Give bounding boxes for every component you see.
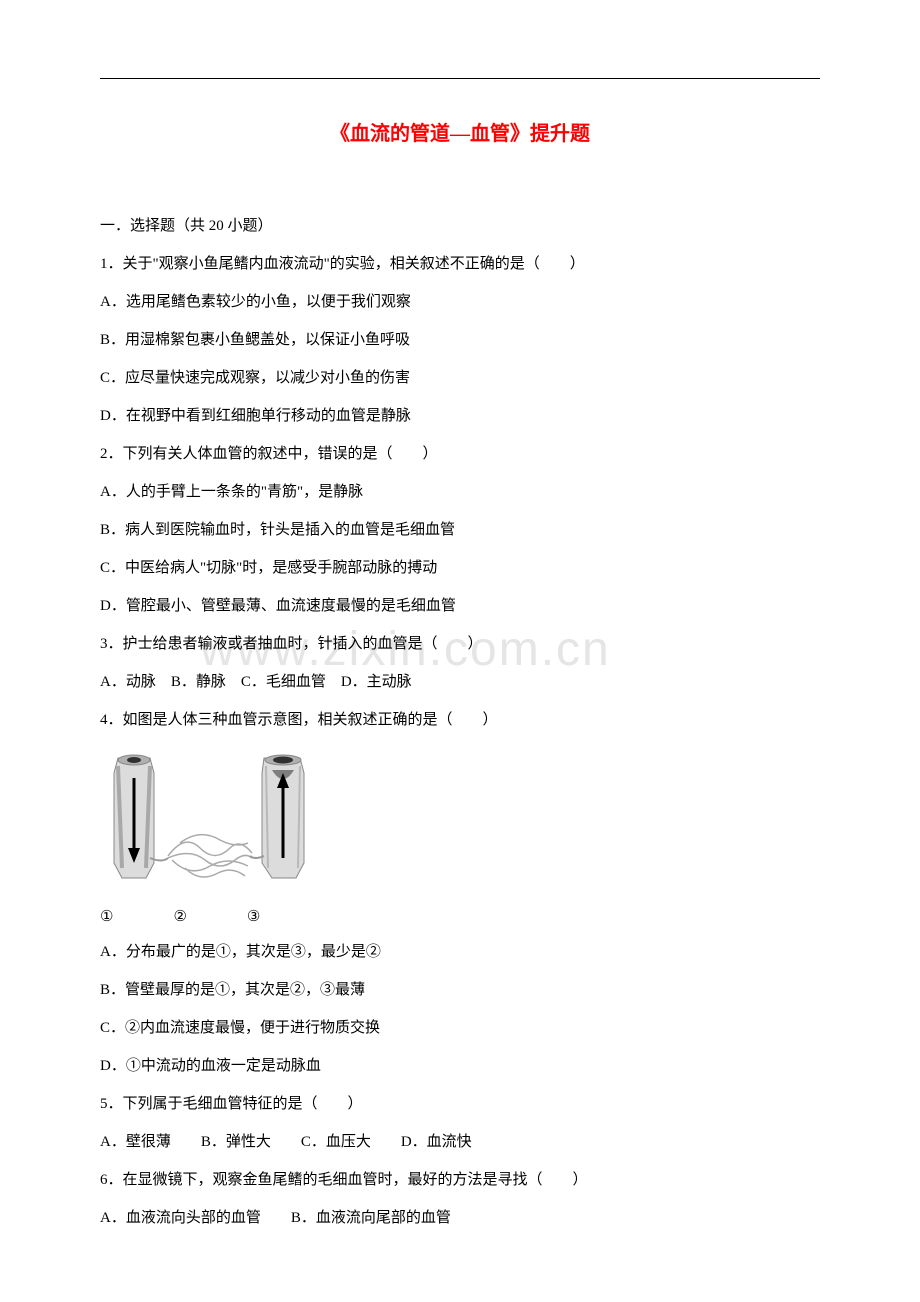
vessel-diagram: ① ② ③ bbox=[100, 748, 820, 928]
question-1-option-a: A．选用尾鳍色素较少的小鱼，以便于我们观察 bbox=[100, 284, 820, 320]
question-2-option-b: B．病人到医院输血时，针头是插入的血管是毛细血管 bbox=[100, 512, 820, 548]
diagram-labels: ① ② ③ bbox=[100, 907, 820, 928]
page-content: 《血流的管道—血管》提升题 一．选择题（共 20 小题） 1．关于"观察小鱼尾鳍… bbox=[100, 110, 820, 1236]
header-rule bbox=[100, 78, 820, 79]
question-6-options: A．血液流向头部的血管 B．血液流向尾部的血管 bbox=[100, 1200, 820, 1236]
question-4-option-a: A．分布最广的是①，其次是③，最少是② bbox=[100, 934, 820, 970]
question-1-option-d: D．在视野中看到红细胞单行移动的血管是静脉 bbox=[100, 398, 820, 434]
vessel-1 bbox=[114, 755, 168, 878]
question-2-options: A．人的手臂上一条条的"青筋"，是静脉 B．病人到医院输血时，针头是插入的血管是… bbox=[100, 474, 820, 624]
capillary-network bbox=[168, 835, 252, 877]
question-2-option-c: C．中医给病人"切脉"时，是感受手腕部动脉的搏动 bbox=[100, 550, 820, 586]
question-1-options: A．选用尾鳍色素较少的小鱼，以便于我们观察 B．用湿棉絮包裹小鱼鳃盖处，以保证小… bbox=[100, 284, 820, 434]
question-4-option-b: B．管壁最厚的是①，其次是②，③最薄 bbox=[100, 972, 820, 1008]
question-4-options: A．分布最广的是①，其次是③，最少是② B．管壁最厚的是①，其次是②，③最薄 C… bbox=[100, 934, 820, 1084]
question-2-option-a: A．人的手臂上一条条的"青筋"，是静脉 bbox=[100, 474, 820, 510]
question-1-option-c: C．应尽量快速完成观察，以减少对小鱼的伤害 bbox=[100, 360, 820, 396]
vessel-3 bbox=[250, 755, 304, 878]
question-5-stem: 5．下列属于毛细血管特征的是（ ） bbox=[100, 1086, 820, 1122]
question-3-stem: 3．护士给患者输液或者抽血时，针插入的血管是（ ） bbox=[100, 626, 820, 662]
question-3-options: A．动脉 B．静脉 C．毛细血管 D．主动脉 bbox=[100, 664, 820, 700]
question-5-options: A．壁很薄 B．弹性大 C．血压大 D．血流快 bbox=[100, 1124, 820, 1160]
document-title: 《血流的管道—血管》提升题 bbox=[100, 110, 820, 158]
question-1-option-b: B．用湿棉絮包裹小鱼鳃盖处，以保证小鱼呼吸 bbox=[100, 322, 820, 358]
question-2-option-d: D．管腔最小、管壁最薄、血流速度最慢的是毛细血管 bbox=[100, 588, 820, 624]
question-4-option-c: C．②内血流速度最慢，便于进行物质交换 bbox=[100, 1010, 820, 1046]
question-1-stem: 1．关于"观察小鱼尾鳍内血液流动"的实验，相关叙述不正确的是（ ） bbox=[100, 246, 820, 282]
question-2-stem: 2．下列有关人体血管的叙述中，错误的是（ ） bbox=[100, 436, 820, 472]
question-4-option-d: D．①中流动的血液一定是动脉血 bbox=[100, 1048, 820, 1084]
question-6-stem: 6．在显微镜下，观察金鱼尾鳍的毛细血管时，最好的方法是寻找（ ） bbox=[100, 1162, 820, 1198]
section-header: 一．选择题（共 20 小题） bbox=[100, 208, 820, 244]
question-4-stem: 4．如图是人体三种血管示意图，相关叙述正确的是（ ） bbox=[100, 702, 820, 738]
